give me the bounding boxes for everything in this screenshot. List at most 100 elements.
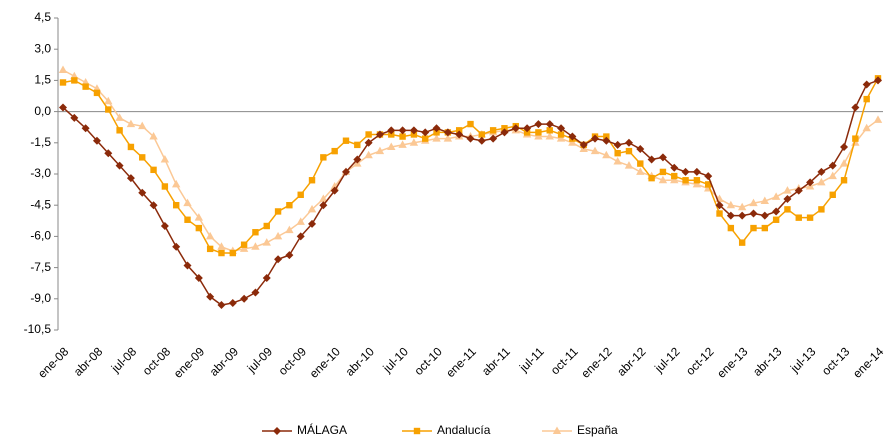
y-tick-label: -1,5 (30, 135, 51, 149)
data-point (432, 134, 441, 142)
data-point (115, 161, 124, 170)
x-tick-label: ene-12 (578, 344, 615, 381)
x-tick-label: jul-10 (380, 344, 412, 376)
data-point (772, 216, 780, 223)
data-point (705, 181, 712, 188)
series-line (62, 69, 879, 252)
data-point (523, 129, 531, 136)
data-point (772, 207, 781, 216)
x-tick-label: abr-09 (207, 344, 242, 379)
data-point (409, 138, 419, 146)
data-point (387, 142, 396, 150)
y-tick-label: 0,0 (34, 104, 51, 118)
data-point (251, 242, 260, 250)
data-point (172, 202, 180, 209)
data-point (70, 113, 79, 122)
data-point (692, 179, 702, 188)
data-point (409, 126, 418, 135)
x-tick-label: oct-13 (819, 344, 853, 378)
data-point (681, 167, 690, 176)
data-point (737, 202, 747, 211)
data-point (557, 124, 566, 133)
data-point (206, 292, 215, 301)
data-point (613, 140, 622, 149)
x-tick-label: abr-11 (479, 344, 513, 378)
data-point (670, 175, 679, 184)
data-point (455, 127, 463, 134)
data-point (852, 135, 859, 142)
data-point (206, 245, 214, 253)
data-point (240, 241, 248, 248)
x-tick-label: ene-08 (35, 344, 72, 381)
data-point (455, 130, 464, 139)
data-point (557, 131, 565, 138)
legend-marker (273, 427, 281, 435)
data-point (93, 89, 101, 97)
data-point (783, 186, 792, 194)
y-tick-label: 3,0 (34, 41, 51, 55)
data-point (874, 76, 882, 85)
data-point (534, 132, 543, 140)
x-tick-label: jul-12 (651, 344, 683, 376)
y-tick-label: 1,5 (34, 73, 51, 87)
data-point (535, 129, 542, 136)
data-point (568, 138, 577, 146)
x-tick-label: ene-14 (850, 344, 885, 381)
data-point (625, 147, 633, 155)
y-tick-label: -3,0 (30, 166, 51, 180)
data-point (194, 274, 203, 282)
data-point (637, 160, 644, 167)
data-point (330, 186, 339, 195)
legend-marker (552, 426, 562, 434)
data-point (375, 130, 384, 139)
data-point (183, 261, 192, 270)
data-point (81, 124, 90, 133)
x-tick-label: abr-12 (614, 344, 649, 379)
legend-label: MÁLAGA (297, 422, 347, 437)
data-point (466, 134, 475, 143)
x-tick-label: abr-08 (71, 344, 106, 379)
data-point (398, 126, 407, 135)
y-tick-label: 4,5 (34, 10, 51, 24)
data-point (546, 127, 553, 134)
data-point (602, 136, 611, 145)
data-point (286, 202, 293, 209)
data-point (795, 214, 802, 221)
data-point (171, 179, 181, 188)
data-point (760, 211, 769, 220)
data-point (671, 172, 678, 180)
data-point (511, 124, 520, 133)
data-point (727, 224, 735, 232)
data-point (749, 209, 758, 218)
data-point (228, 298, 237, 307)
y-tick-label: -6,0 (30, 229, 51, 243)
data-point (116, 127, 123, 134)
data-point (467, 120, 474, 128)
data-point (828, 171, 837, 180)
data-point (319, 201, 328, 210)
data-point (817, 177, 826, 186)
data-point (422, 135, 429, 142)
data-point (726, 200, 736, 209)
x-tick-label: jul-11 (516, 344, 547, 375)
series-line (62, 79, 879, 306)
data-point (150, 166, 157, 174)
data-point (545, 132, 554, 140)
data-point (500, 128, 509, 137)
data-point (149, 132, 158, 140)
data-point (648, 174, 655, 182)
x-tick-label: oct-12 (683, 344, 717, 378)
data-point (82, 83, 89, 90)
data-point (806, 178, 815, 187)
data-point (138, 121, 147, 130)
data-point (240, 294, 249, 303)
data-point (387, 126, 396, 135)
data-point (342, 137, 350, 144)
data-point (399, 133, 406, 140)
data-point (624, 161, 634, 169)
data-point (388, 131, 395, 138)
data-point (658, 153, 667, 162)
data-point (704, 172, 713, 181)
data-point (817, 167, 826, 176)
